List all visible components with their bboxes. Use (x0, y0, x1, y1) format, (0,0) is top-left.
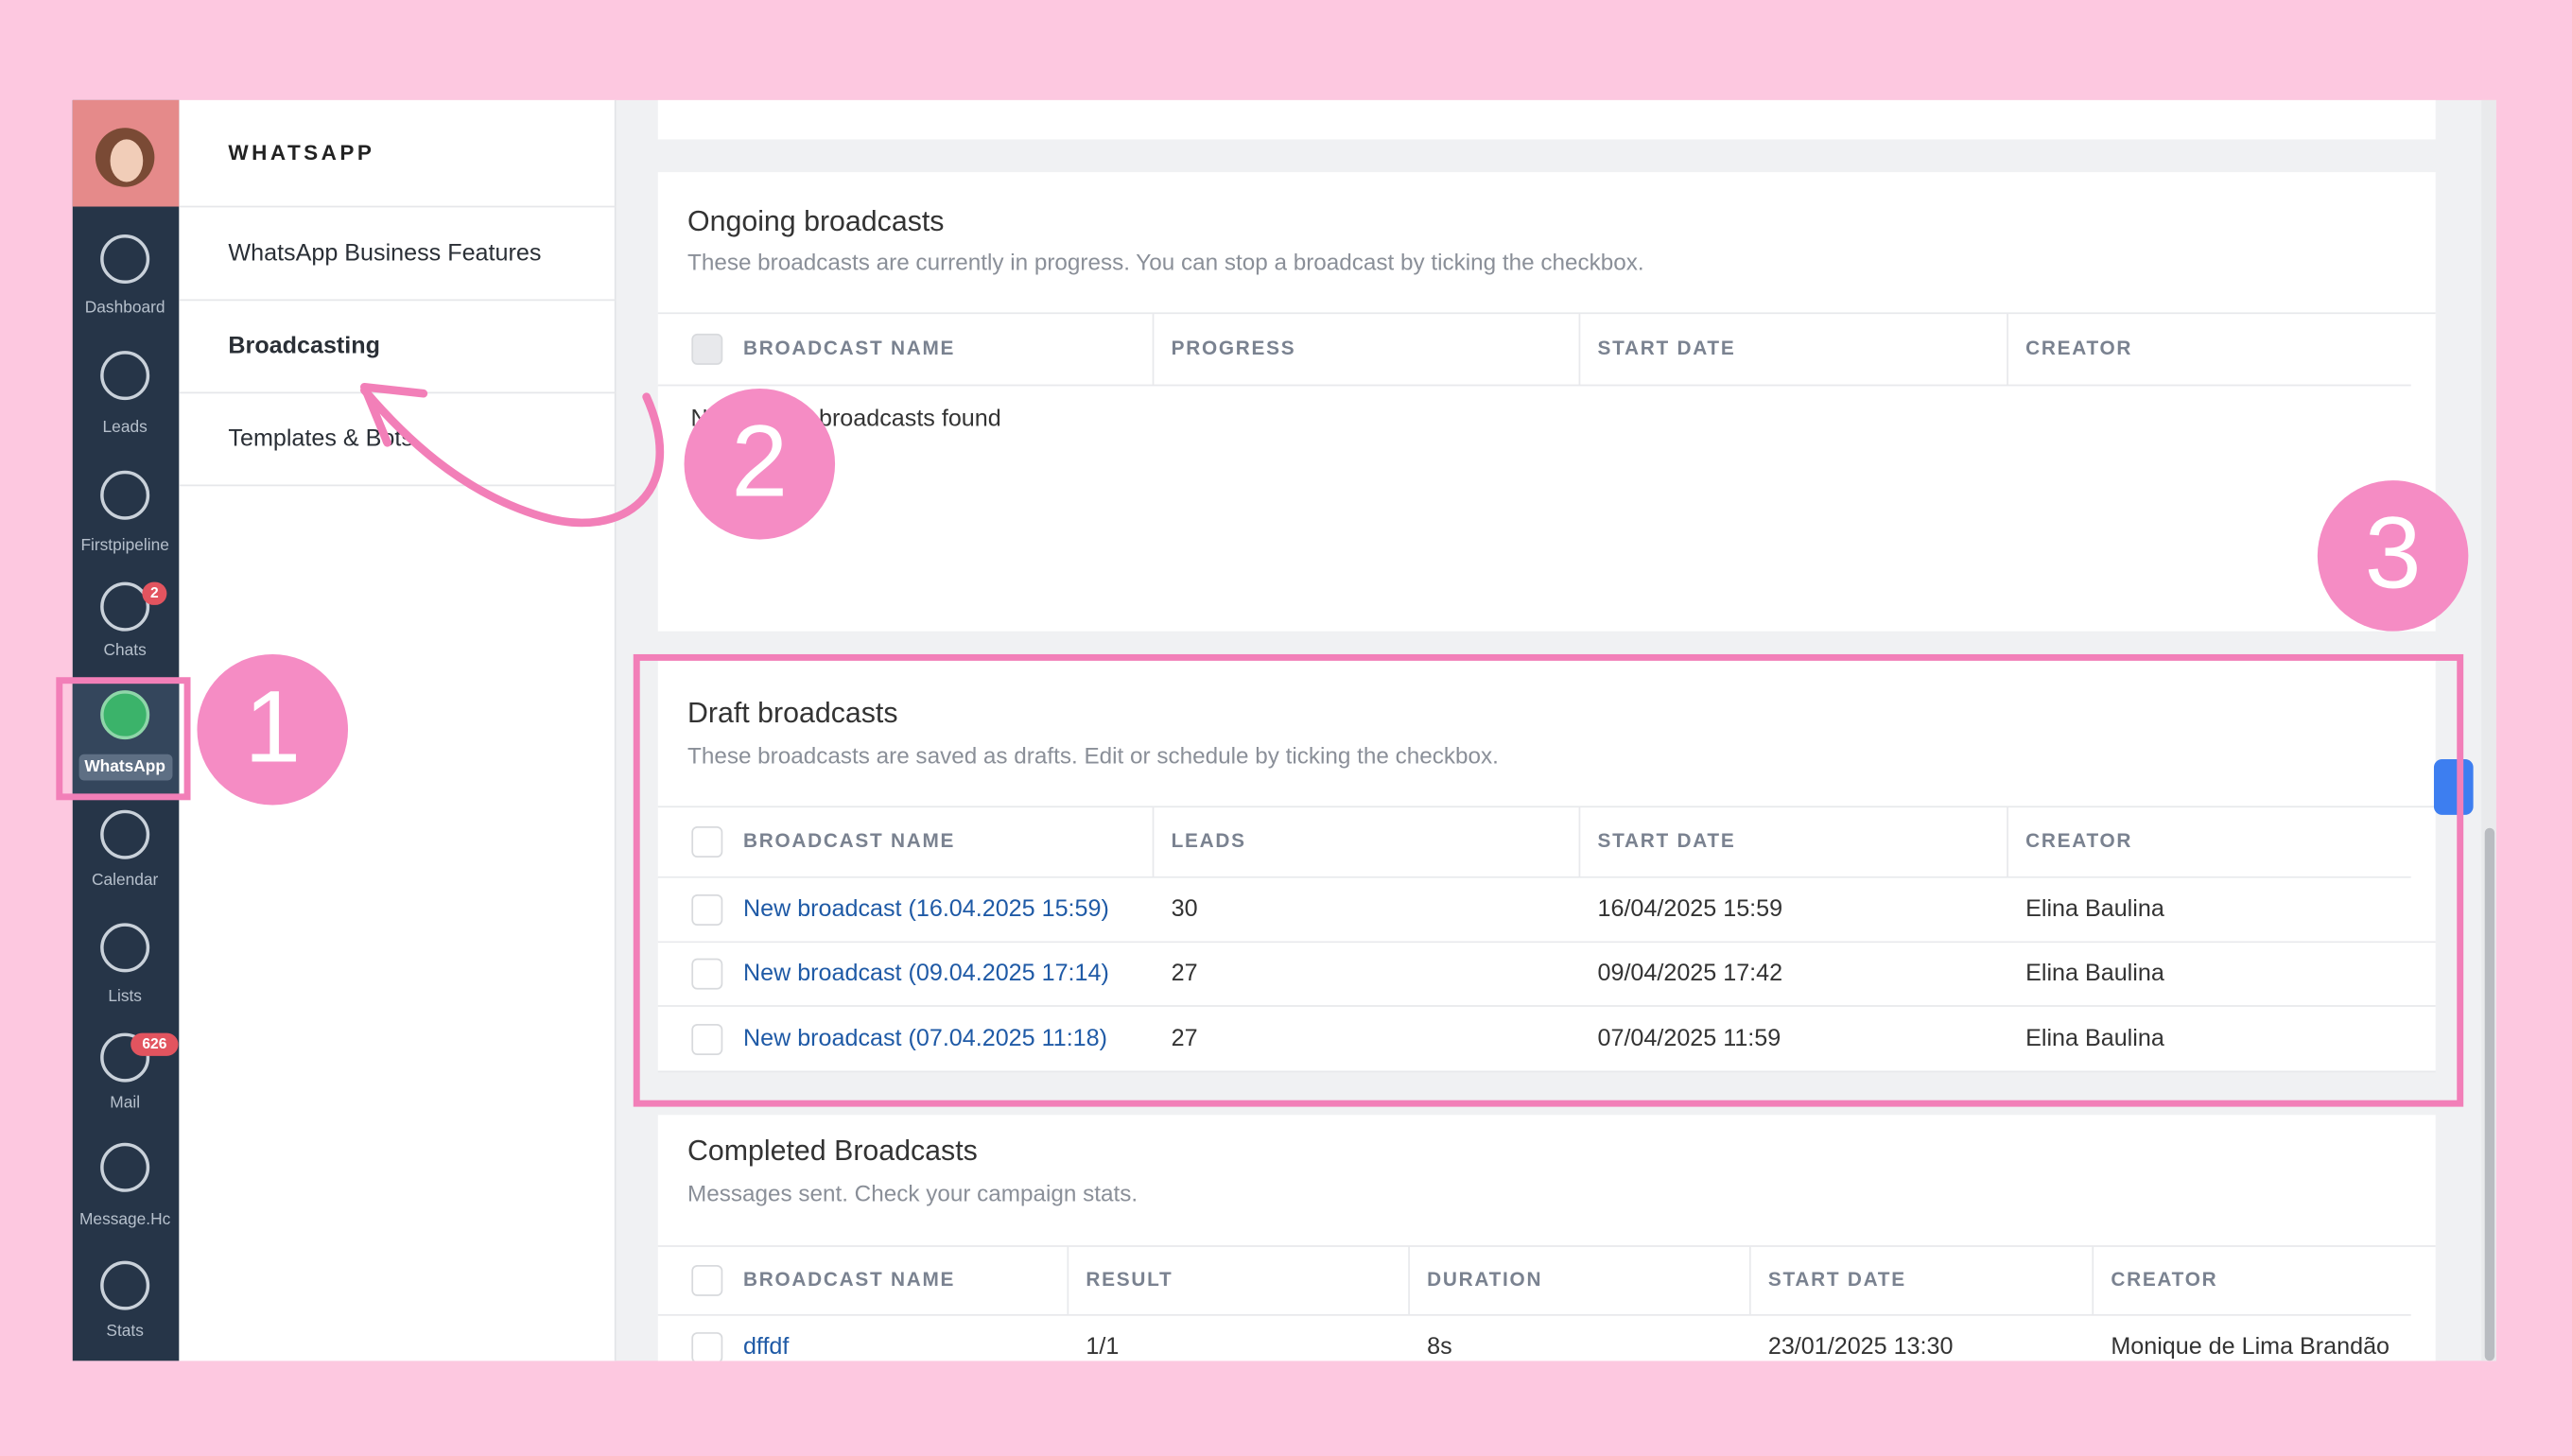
cell: 30 (1172, 895, 1198, 922)
section-title: Draft broadcasts (687, 698, 898, 729)
nav-label[interactable]: Dashboard (85, 298, 165, 317)
nav-label[interactable]: WhatsApp (84, 756, 165, 775)
column-header: PROGRESS (1172, 338, 1296, 359)
card (657, 659, 2436, 1071)
badge-count: 626 (142, 1036, 166, 1052)
arrow-head (360, 382, 428, 447)
nav-icon[interactable] (100, 1142, 150, 1192)
broadcast-link[interactable]: New broadcast (16.04.2025 15:59) (743, 895, 1109, 922)
highlight-box (633, 653, 2464, 1107)
nav-label[interactable]: Lists (108, 986, 142, 1005)
nav-label[interactable]: Calendar (92, 870, 159, 889)
nav-label[interactable]: Mail (110, 1093, 140, 1112)
step-marker (2317, 480, 2469, 632)
menu-item[interactable]: Broadcasting (228, 332, 380, 358)
cell: 27 (1172, 1025, 1198, 1051)
step-number: 2 (731, 404, 788, 517)
column-header: CREATOR (2025, 830, 2132, 852)
section-title: Completed Broadcasts (687, 1135, 978, 1167)
column-header: BROADCAST NAME (743, 338, 955, 359)
step-marker (684, 389, 836, 540)
section-subtitle: These broadcasts are saved as drafts. Ed… (687, 744, 1499, 770)
cell: Elina Baulina (2025, 960, 2164, 986)
column-header: START DATE (1768, 1269, 1906, 1291)
broadcast-link[interactable]: dffdf (743, 1333, 790, 1360)
broadcast-link[interactable]: New broadcast (09.04.2025 17:14) (743, 960, 1109, 986)
checkbox[interactable] (691, 1332, 723, 1362)
cell: 09/04/2025 17:42 (1598, 960, 1783, 986)
nav-label[interactable]: Chats (104, 640, 148, 659)
nav-icon[interactable] (100, 923, 150, 973)
column-header: CREATOR (2025, 338, 2132, 359)
cell: 1/1 (1086, 1333, 1119, 1360)
nav-icon[interactable] (100, 690, 150, 740)
section-title: Ongoing broadcasts (687, 206, 944, 237)
column-header: DURATION (1427, 1269, 1542, 1291)
badge (142, 581, 167, 605)
scroll-thumb[interactable] (2484, 827, 2495, 1361)
column-header: RESULT (1086, 1269, 1173, 1291)
cell: Monique de Lima Brandão (2111, 1333, 2390, 1360)
nav-icon[interactable] (100, 351, 150, 401)
nav-label[interactable]: Firstpipeline (80, 535, 168, 554)
badge-count: 2 (150, 585, 159, 601)
column-header: CREATOR (2111, 1269, 2217, 1291)
cell: 16/04/2025 15:59 (1598, 895, 1783, 922)
cell: 27 (1172, 960, 1198, 986)
column-header: BROADCAST NAME (743, 830, 955, 852)
checkbox[interactable] (691, 1024, 723, 1055)
nav-icon[interactable] (100, 470, 150, 520)
widget-button[interactable] (2433, 758, 2474, 815)
section-subtitle: These broadcasts are currently in progre… (687, 251, 1644, 276)
cell: Elina Baulina (2025, 1025, 2164, 1051)
nav-icon[interactable] (100, 1260, 150, 1310)
checkbox[interactable] (691, 826, 723, 858)
step-marker (197, 653, 349, 806)
nav-icon[interactable] (100, 809, 150, 859)
nav-icon[interactable] (100, 234, 150, 285)
nav-label[interactable]: Message.Hc (79, 1209, 171, 1228)
section-subtitle: Messages sent. Check your campaign stats… (687, 1182, 1138, 1207)
highlight-box (56, 677, 191, 801)
column-header: START DATE (1598, 338, 1736, 359)
avatar-face (110, 139, 144, 182)
menu-title: WHATSAPP (228, 141, 374, 165)
column-header: START DATE (1598, 830, 1736, 852)
checkbox[interactable] (691, 894, 723, 926)
cell: Elina Baulina (2025, 895, 2164, 922)
card-top (657, 99, 2436, 140)
cell: 23/01/2025 13:30 (1768, 1333, 1954, 1360)
nav-label[interactable]: Stats (106, 1321, 144, 1340)
label-pill (78, 754, 173, 781)
column-header: BROADCAST NAME (743, 1269, 955, 1291)
cell: 8s (1427, 1333, 1452, 1360)
nav-icon[interactable] (100, 1032, 150, 1083)
nav-icon[interactable] (100, 581, 150, 632)
checkbox[interactable] (691, 958, 723, 990)
card (657, 172, 2436, 632)
checkbox[interactable] (691, 1264, 723, 1296)
step-number: 3 (2365, 496, 2422, 610)
arrow (360, 386, 665, 528)
card (657, 1115, 2436, 1361)
nav-label[interactable]: Leads (103, 417, 148, 436)
broadcast-link[interactable]: New broadcast (07.04.2025 11:18) (743, 1025, 1107, 1051)
badge (130, 1032, 179, 1056)
menu-item[interactable]: WhatsApp Business Features (228, 239, 541, 266)
column-header: LEADS (1172, 830, 1246, 852)
cell: 07/04/2025 11:59 (1598, 1025, 1781, 1051)
step-number: 1 (244, 669, 301, 783)
checkbox[interactable] (691, 333, 723, 365)
